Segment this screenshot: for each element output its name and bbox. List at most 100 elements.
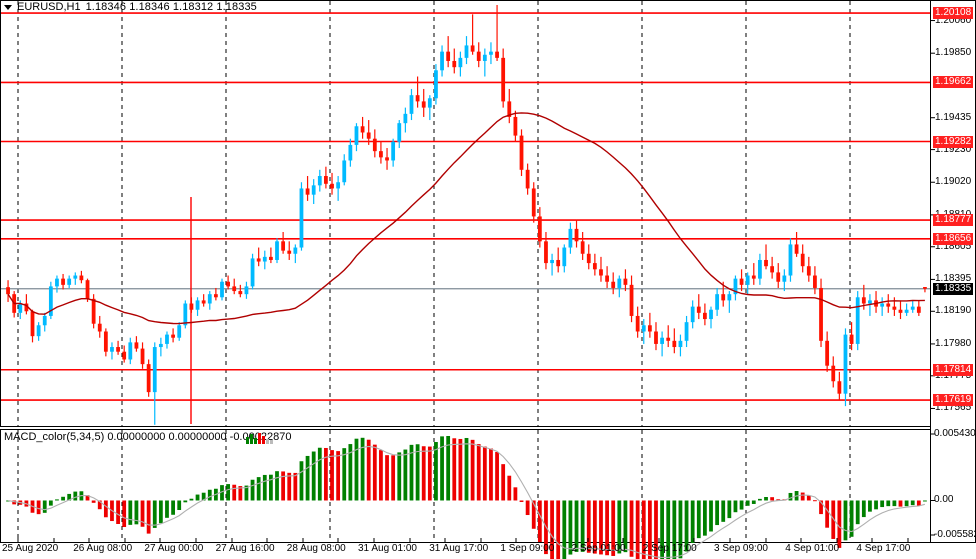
- macd-bar: [696, 500, 701, 539]
- candle-body: [250, 258, 255, 287]
- candle-body: [110, 347, 114, 352]
- macd-bar: [525, 500, 530, 516]
- candle-body: [427, 98, 432, 108]
- macd-bar: [489, 448, 493, 501]
- candle-body: [513, 116, 518, 136]
- candle-body: [482, 54, 487, 61]
- macd-bar: [207, 489, 212, 501]
- macd-bar: [813, 500, 817, 502]
- macd-bar: [440, 436, 444, 501]
- macd-bar: [764, 497, 768, 501]
- candle-body: [452, 60, 457, 68]
- candle-body: [501, 57, 506, 102]
- macd-bar: [531, 500, 536, 529]
- candle-body: [128, 342, 133, 360]
- candle-body: [654, 331, 658, 344]
- candle-body: [73, 275, 78, 279]
- candle-body: [800, 253, 805, 267]
- macd-bar: [776, 499, 781, 501]
- macd-bar: [605, 500, 609, 556]
- candle-body: [776, 272, 781, 282]
- price-level-label[interactable]: 1.17619: [933, 394, 974, 407]
- candle-body: [48, 286, 53, 316]
- macd-bar: [311, 451, 316, 501]
- macd-bar: [226, 484, 231, 501]
- symbol-period-label: EURUSD,H1: [17, 1, 81, 13]
- candle-body: [440, 51, 444, 71]
- price-tick-label: 1.20060: [935, 14, 972, 26]
- candle-body: [702, 312, 707, 320]
- macd-bar: [305, 455, 310, 501]
- price-level-label[interactable]: 1.19662: [933, 76, 974, 89]
- candle-body: [770, 266, 775, 273]
- macd-bar: [715, 500, 720, 526]
- candle-body: [788, 244, 793, 276]
- candle-body: [837, 381, 842, 394]
- macd-bar: [103, 500, 108, 518]
- candle-body: [537, 216, 542, 242]
- candle-body: [421, 101, 426, 108]
- macd-bar: [868, 500, 872, 512]
- chart-title-bar[interactable]: EURUSD,H1 1.18346 1.18346 1.18312 1.1833…: [0, 0, 934, 14]
- time-axis-label: 28 Aug 08:00: [286, 543, 346, 554]
- macd-bar: [238, 486, 243, 501]
- macd-bar: [12, 500, 17, 505]
- candle-body: [794, 244, 799, 254]
- candle-body: [311, 185, 316, 195]
- macd-bar: [36, 500, 41, 515]
- candle-body: [464, 45, 469, 58]
- price-level-label[interactable]: 1.18656: [933, 232, 974, 245]
- macd-bar: [641, 500, 646, 559]
- candle-body: [269, 256, 273, 260]
- candle-body: [299, 188, 304, 248]
- candle-body: [751, 275, 756, 279]
- candle-body: [813, 275, 817, 288]
- macd-bar: [611, 500, 616, 556]
- candle-body: [391, 141, 396, 161]
- macd-bar: [568, 500, 573, 555]
- candle-body: [898, 309, 903, 313]
- macd-histogram[interactable]: [6, 436, 927, 559]
- macd-bar: [354, 438, 359, 501]
- candle-body: [519, 135, 524, 170]
- macd-bar: [721, 500, 726, 522]
- macd-bar: [67, 493, 72, 501]
- candle-body: [6, 287, 10, 295]
- candle-series[interactable]: [6, 5, 927, 425]
- macd-bar: [910, 500, 915, 506]
- macd-bar: [672, 500, 677, 559]
- macd-legend-icon: [246, 433, 273, 444]
- time-scale[interactable]: 25 Aug 2020 26 Aug 08:00 27 Aug 00:00 27 Au…: [0, 538, 931, 559]
- time-axis-label: 27 Aug 00:00: [144, 543, 204, 554]
- candle-body: [709, 309, 713, 320]
- candle-body: [244, 286, 249, 295]
- candle-body: [782, 275, 787, 282]
- price-level-label[interactable]: 1.20108: [933, 7, 974, 20]
- macd-bar: [324, 447, 328, 501]
- macd-bar: [709, 500, 713, 532]
- candle-body: [880, 303, 885, 307]
- macd-bar: [599, 500, 603, 555]
- candle-body: [635, 315, 640, 332]
- macd-bar: [464, 437, 469, 501]
- candle-body: [904, 309, 909, 313]
- price-tick-label: 1.18605: [935, 240, 972, 252]
- macd-bar: [232, 484, 237, 501]
- candle-body: [562, 247, 567, 267]
- price-scale[interactable]: 1.200601.198501.194351.192301.190201.188…: [931, 0, 976, 559]
- candle-body: [256, 258, 261, 262]
- price-level-label[interactable]: 1.19282: [933, 135, 974, 148]
- candle-body: [886, 303, 891, 307]
- macd-bar: [366, 439, 371, 501]
- price-level-label[interactable]: 1.18777: [933, 214, 974, 227]
- price-level-label[interactable]: 1.17814: [933, 363, 974, 376]
- candle-body: [910, 306, 915, 310]
- macd-bar: [586, 500, 591, 553]
- triangle-down-icon[interactable]: [4, 4, 12, 10]
- macd-bar: [470, 439, 475, 501]
- candle-body: [745, 275, 750, 285]
- macd-bar: [550, 500, 554, 559]
- candle-body: [592, 263, 597, 270]
- macd-bar: [861, 500, 866, 518]
